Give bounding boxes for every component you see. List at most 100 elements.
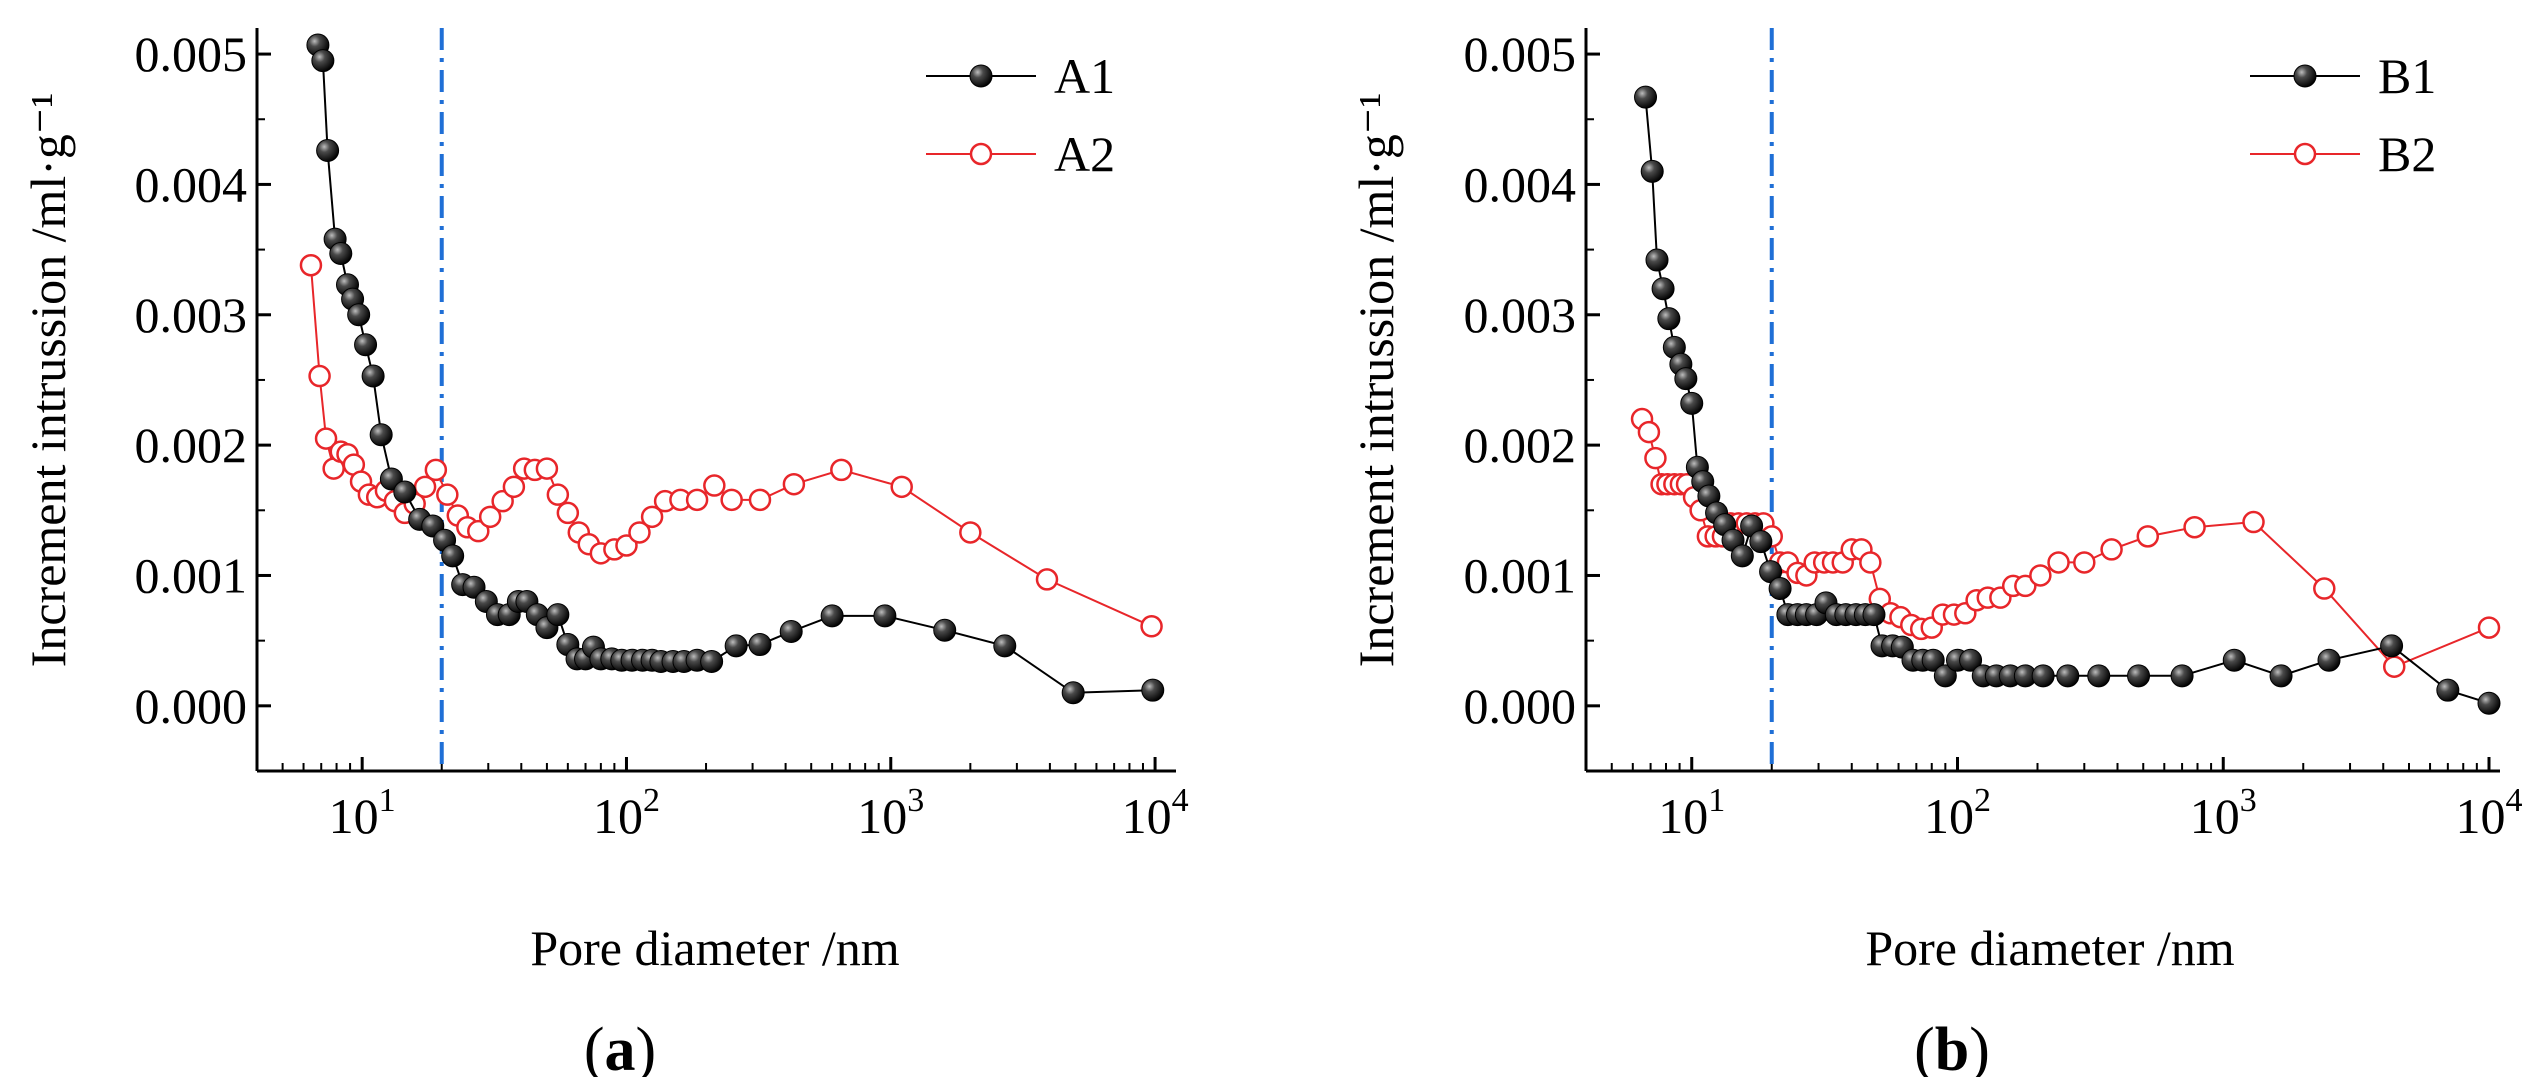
data-point-a1	[393, 480, 417, 504]
x-axis-title-b: Pore diameter /nm	[1865, 920, 2234, 976]
data-point-a2	[782, 472, 806, 496]
data-point-b1	[1674, 367, 1698, 391]
data-point-a1	[546, 603, 570, 627]
legend-label-b2: B2	[2378, 126, 2436, 182]
y-tick-label-b: 0.000	[1464, 678, 1577, 734]
data-point-a2	[703, 474, 726, 497]
legend-marker-b2	[2293, 142, 2317, 166]
x-tick-label-b: 103	[2190, 782, 2257, 844]
data-point-a1	[1141, 678, 1165, 702]
y-axis-title-a: Increment intrussion /ml·g⁻¹	[20, 93, 76, 668]
panel-letter-a: a	[605, 1016, 636, 1077]
y-tick-label-a: 0.004	[135, 156, 248, 212]
data-point-b1	[2380, 634, 2404, 658]
data-point-b1	[1651, 277, 1675, 301]
data-point-a1	[361, 364, 385, 388]
y-tick-label-b: 0.005	[1464, 26, 1577, 82]
x-tick-label-a: 103	[857, 782, 924, 844]
data-point-b1	[1634, 85, 1658, 109]
data-point-b2	[1644, 446, 1667, 470]
data-point-a1	[311, 49, 335, 73]
data-point-a1	[1061, 681, 1085, 705]
data-point-a2	[720, 488, 743, 512]
data-point-a2	[546, 483, 570, 506]
y-axis-title-b: Increment intrussion /ml·g⁻¹	[1348, 93, 1404, 668]
data-point-a1	[779, 620, 803, 644]
x-tick-label-b: 104	[2456, 782, 2523, 844]
data-point-b1	[2127, 664, 2151, 688]
data-point-a2	[502, 475, 526, 499]
data-point-a2	[748, 488, 772, 512]
legend-marker-a1	[969, 64, 993, 88]
data-point-b1	[1749, 530, 1773, 554]
data-point-a2	[640, 505, 664, 529]
data-point-b1	[1657, 307, 1681, 331]
y-tick-label-a: 0.002	[135, 417, 248, 473]
legend-label-a1: A1	[1054, 48, 1115, 104]
data-point-a1	[820, 604, 844, 628]
x-tick-label-b: 101	[1658, 782, 1725, 844]
data-point-b1	[1921, 648, 1945, 672]
data-point-a2	[413, 475, 437, 499]
data-point-b2	[2242, 510, 2265, 534]
data-point-b1	[2436, 678, 2460, 702]
y-tick-label-a: 0.005	[135, 26, 248, 82]
data-point-b2	[2029, 564, 2052, 587]
data-point-b1	[1862, 603, 1886, 627]
data-point-a2	[1035, 568, 1059, 591]
data-point-a2	[436, 483, 459, 506]
series-line-a2	[309, 265, 1153, 628]
data-point-b1	[2170, 664, 2194, 688]
data-point-a1	[748, 633, 772, 657]
data-point-a2	[615, 534, 638, 557]
x-tick-label-a: 104	[1122, 782, 1189, 844]
legend-label-a2: A2	[1054, 126, 1115, 182]
data-point-a1	[441, 544, 465, 568]
panel-letter-b: b	[1935, 1016, 1969, 1077]
data-point-b1	[2087, 664, 2111, 688]
data-point-b2	[2183, 515, 2206, 539]
data-point-b2	[2382, 655, 2406, 678]
data-point-a1	[993, 634, 1017, 658]
y-tick-label-a: 0.000	[135, 678, 248, 734]
data-point-a1	[354, 333, 378, 357]
panel-label-b: (b)	[1914, 1016, 1990, 1077]
data-point-b1	[2269, 664, 2293, 688]
data-point-b2	[2014, 574, 2037, 598]
data-point-b1	[2056, 664, 2080, 688]
data-point-a2	[299, 253, 323, 277]
x-tick-label-b: 102	[1924, 782, 1991, 844]
data-point-b1	[1768, 577, 1792, 601]
data-point-a2	[535, 457, 559, 480]
data-point-b1	[2317, 648, 2341, 672]
legend-marker-b1	[2293, 64, 2317, 88]
y-tick-label-a: 0.001	[135, 547, 248, 603]
data-point-a2	[1140, 615, 1163, 638]
data-point-b1	[1645, 248, 1669, 272]
y-tick-label-a: 0.003	[135, 287, 248, 343]
data-point-b2	[1637, 420, 1661, 444]
data-point-a2	[478, 505, 502, 529]
data-point-a2	[308, 364, 331, 388]
data-point-a2	[467, 519, 490, 543]
data-point-a1	[933, 618, 957, 642]
data-point-a2	[685, 488, 709, 512]
data-point-b1	[1959, 648, 1983, 672]
series-line-b1	[1644, 97, 2490, 705]
data-point-a1	[316, 139, 340, 163]
data-point-b2	[2073, 551, 2096, 574]
data-point-b1	[2031, 664, 2055, 688]
data-point-a2	[628, 521, 651, 544]
data-point-b1	[1640, 159, 1664, 183]
data-point-a1	[873, 604, 897, 628]
data-point-a1	[329, 242, 353, 266]
legend-marker-a2	[969, 142, 993, 166]
data-point-b2	[2047, 551, 2070, 574]
data-point-a2	[959, 521, 982, 544]
data-point-b2	[2136, 525, 2160, 548]
data-point-a1	[369, 423, 393, 447]
data-point-a2	[314, 427, 338, 450]
legend-label-b1: B1	[2378, 48, 2436, 104]
data-point-a1	[347, 303, 371, 327]
